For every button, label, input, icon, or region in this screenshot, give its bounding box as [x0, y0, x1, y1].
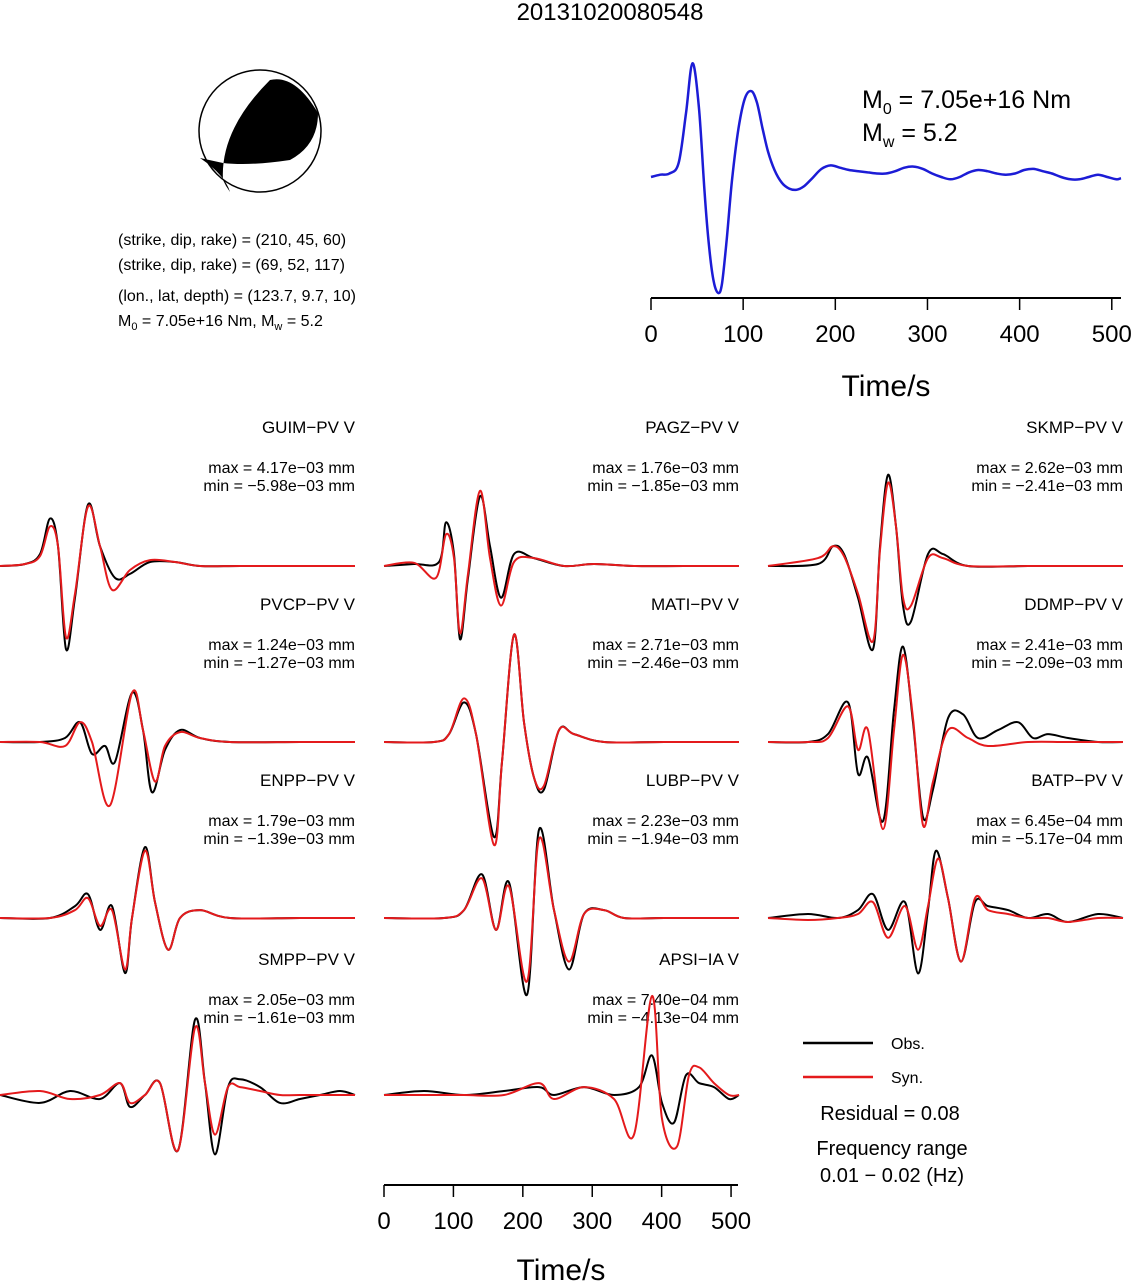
- mechanism-line-4: M0 = 7.05e+16 Nm, Mw = 5.2: [118, 313, 323, 333]
- observed-waveform: [767, 473, 1123, 652]
- mechanism-line-1: (strike, dip, rake) = (210, 45, 60): [118, 232, 346, 249]
- observed-waveform: [0, 502, 355, 652]
- station-min: min = −2.46e−03 mm: [587, 655, 739, 672]
- station-min: min = −2.09e−03 mm: [971, 655, 1123, 672]
- station-name: DDMP−PV V: [1024, 595, 1123, 614]
- station-max: max = 7.40e−04 mm: [592, 992, 739, 1009]
- beachball-compression-quadrant: [200, 79, 318, 192]
- stf-x-tick-label: 200: [815, 321, 855, 348]
- residual-text: Residual = 0.08: [820, 1103, 960, 1125]
- observed-waveform: [767, 849, 1124, 975]
- station-min: min = −1.85e−03 mm: [587, 478, 739, 495]
- station-min: min = −1.94e−03 mm: [587, 831, 739, 848]
- station-name: PVCP−PV V: [260, 595, 356, 614]
- observed-waveform: [0, 1017, 356, 1156]
- station-max: max = 2.23e−03 mm: [592, 813, 739, 830]
- station-name: SKMP−PV V: [1026, 418, 1124, 437]
- stf-x-tick-label: 400: [1000, 321, 1040, 348]
- synthetic-waveform: [383, 836, 739, 983]
- station-min: min = −2.41e−03 mm: [971, 478, 1123, 495]
- mechanism-line-2: (strike, dip, rake) = (69, 52, 117): [118, 257, 345, 274]
- observed-waveform: [383, 1054, 740, 1125]
- synthetic-waveform: [0, 1025, 355, 1153]
- waveform-x-tick-label: 300: [572, 1208, 612, 1235]
- station-max: max = 2.05e−03 mm: [208, 992, 355, 1009]
- waveform-x-tick-label: 400: [642, 1208, 682, 1235]
- waveform-x-tick-label: 100: [433, 1208, 473, 1235]
- station-min: min = −5.17e−04 mm: [971, 831, 1123, 848]
- synthetic-waveform: [0, 689, 355, 807]
- stf-chart: 0 100 200 300 400 500 Time/s: [644, 62, 1132, 403]
- station-name: BATP−PV V: [1031, 771, 1123, 790]
- station-name: LUBP−PV V: [646, 771, 740, 790]
- legend: Obs. Syn. Residual = 0.08 Frequency rang…: [803, 1036, 968, 1187]
- station-max: max = 1.79e−03 mm: [208, 813, 355, 830]
- synthetic-waveform: [383, 994, 740, 1150]
- beachball: [198, 69, 322, 193]
- stf-x-tick-label: 300: [907, 321, 947, 348]
- synthetic-waveform: [767, 653, 1123, 831]
- frequency-range-title: Frequency range: [816, 1138, 967, 1160]
- station-name: GUIM−PV V: [262, 418, 356, 437]
- synthetic-waveform: [383, 633, 739, 847]
- stf-x-tick-label: 0: [644, 321, 657, 348]
- frequency-range-value: 0.01 − 0.02 (Hz): [820, 1165, 964, 1187]
- station-min: min = −1.61e−03 mm: [203, 1010, 355, 1027]
- observed-waveform: [767, 645, 1124, 823]
- station-max: max = 2.71e−03 mm: [592, 637, 739, 654]
- station-name: APSI−IA V: [659, 950, 740, 969]
- stf-line: [650, 62, 1122, 295]
- observed-waveform: [383, 826, 739, 996]
- synthetic-waveform: [767, 857, 1124, 963]
- station-name: ENPP−PV V: [260, 771, 356, 790]
- stf-x-tick-label: 100: [723, 321, 763, 348]
- stf-mw-text: Mw = 5.2: [862, 119, 958, 151]
- station-max: max = 2.62e−03 mm: [976, 460, 1123, 477]
- station-max: max = 2.41e−03 mm: [976, 637, 1123, 654]
- station-name: SMPP−PV V: [258, 950, 356, 969]
- waveform-x-axis-label: Time/s: [517, 1254, 606, 1283]
- legend-obs-label: Obs.: [891, 1036, 925, 1053]
- station-name: PAGZ−PV V: [645, 418, 739, 437]
- waveform-x-tick-label: 200: [503, 1208, 543, 1235]
- mechanism-text: (strike, dip, rake) = (210, 45, 60) (str…: [118, 232, 356, 333]
- station-name: MATI−PV V: [651, 595, 740, 614]
- observed-waveform: [383, 495, 739, 641]
- station-min: min = −1.27e−03 mm: [203, 655, 355, 672]
- waveform-x-tick-label: 0: [377, 1208, 390, 1235]
- synthetic-waveform: [0, 504, 355, 640]
- synthetic-waveform: [767, 481, 1123, 643]
- stf-m0-text: M0 = 7.05e+16 Nm: [862, 86, 1071, 118]
- waveform-time-axis: 0 100 200 300 400 500 Time/s: [377, 1184, 751, 1283]
- mechanism-line-3: (lon., lat, depth) = (123.7, 9.7, 10): [118, 288, 356, 305]
- station-max: max = 1.76e−03 mm: [592, 460, 739, 477]
- stf-x-axis-label: Time/s: [842, 370, 931, 403]
- station-min: min = −5.98e−03 mm: [203, 478, 355, 495]
- synthetic-waveform: [383, 489, 739, 635]
- figure-title: 20131020080548: [517, 0, 704, 26]
- stf-annotation: M0 = 7.05e+16 Nm Mw = 5.2: [862, 86, 1071, 151]
- legend-syn-label: Syn.: [891, 1070, 923, 1087]
- stf-x-tick-label: 500: [1092, 321, 1132, 348]
- station-max: max = 1.24e−03 mm: [208, 637, 355, 654]
- station-min: min = −1.39e−03 mm: [203, 831, 355, 848]
- synthetic-waveform: [0, 849, 355, 971]
- station-max: max = 6.45e−04 mm: [976, 813, 1123, 830]
- station-max: max = 4.17e−03 mm: [208, 460, 355, 477]
- waveform-x-tick-label: 500: [711, 1208, 751, 1235]
- station-min: min = −4.13e−04 mm: [587, 1010, 739, 1027]
